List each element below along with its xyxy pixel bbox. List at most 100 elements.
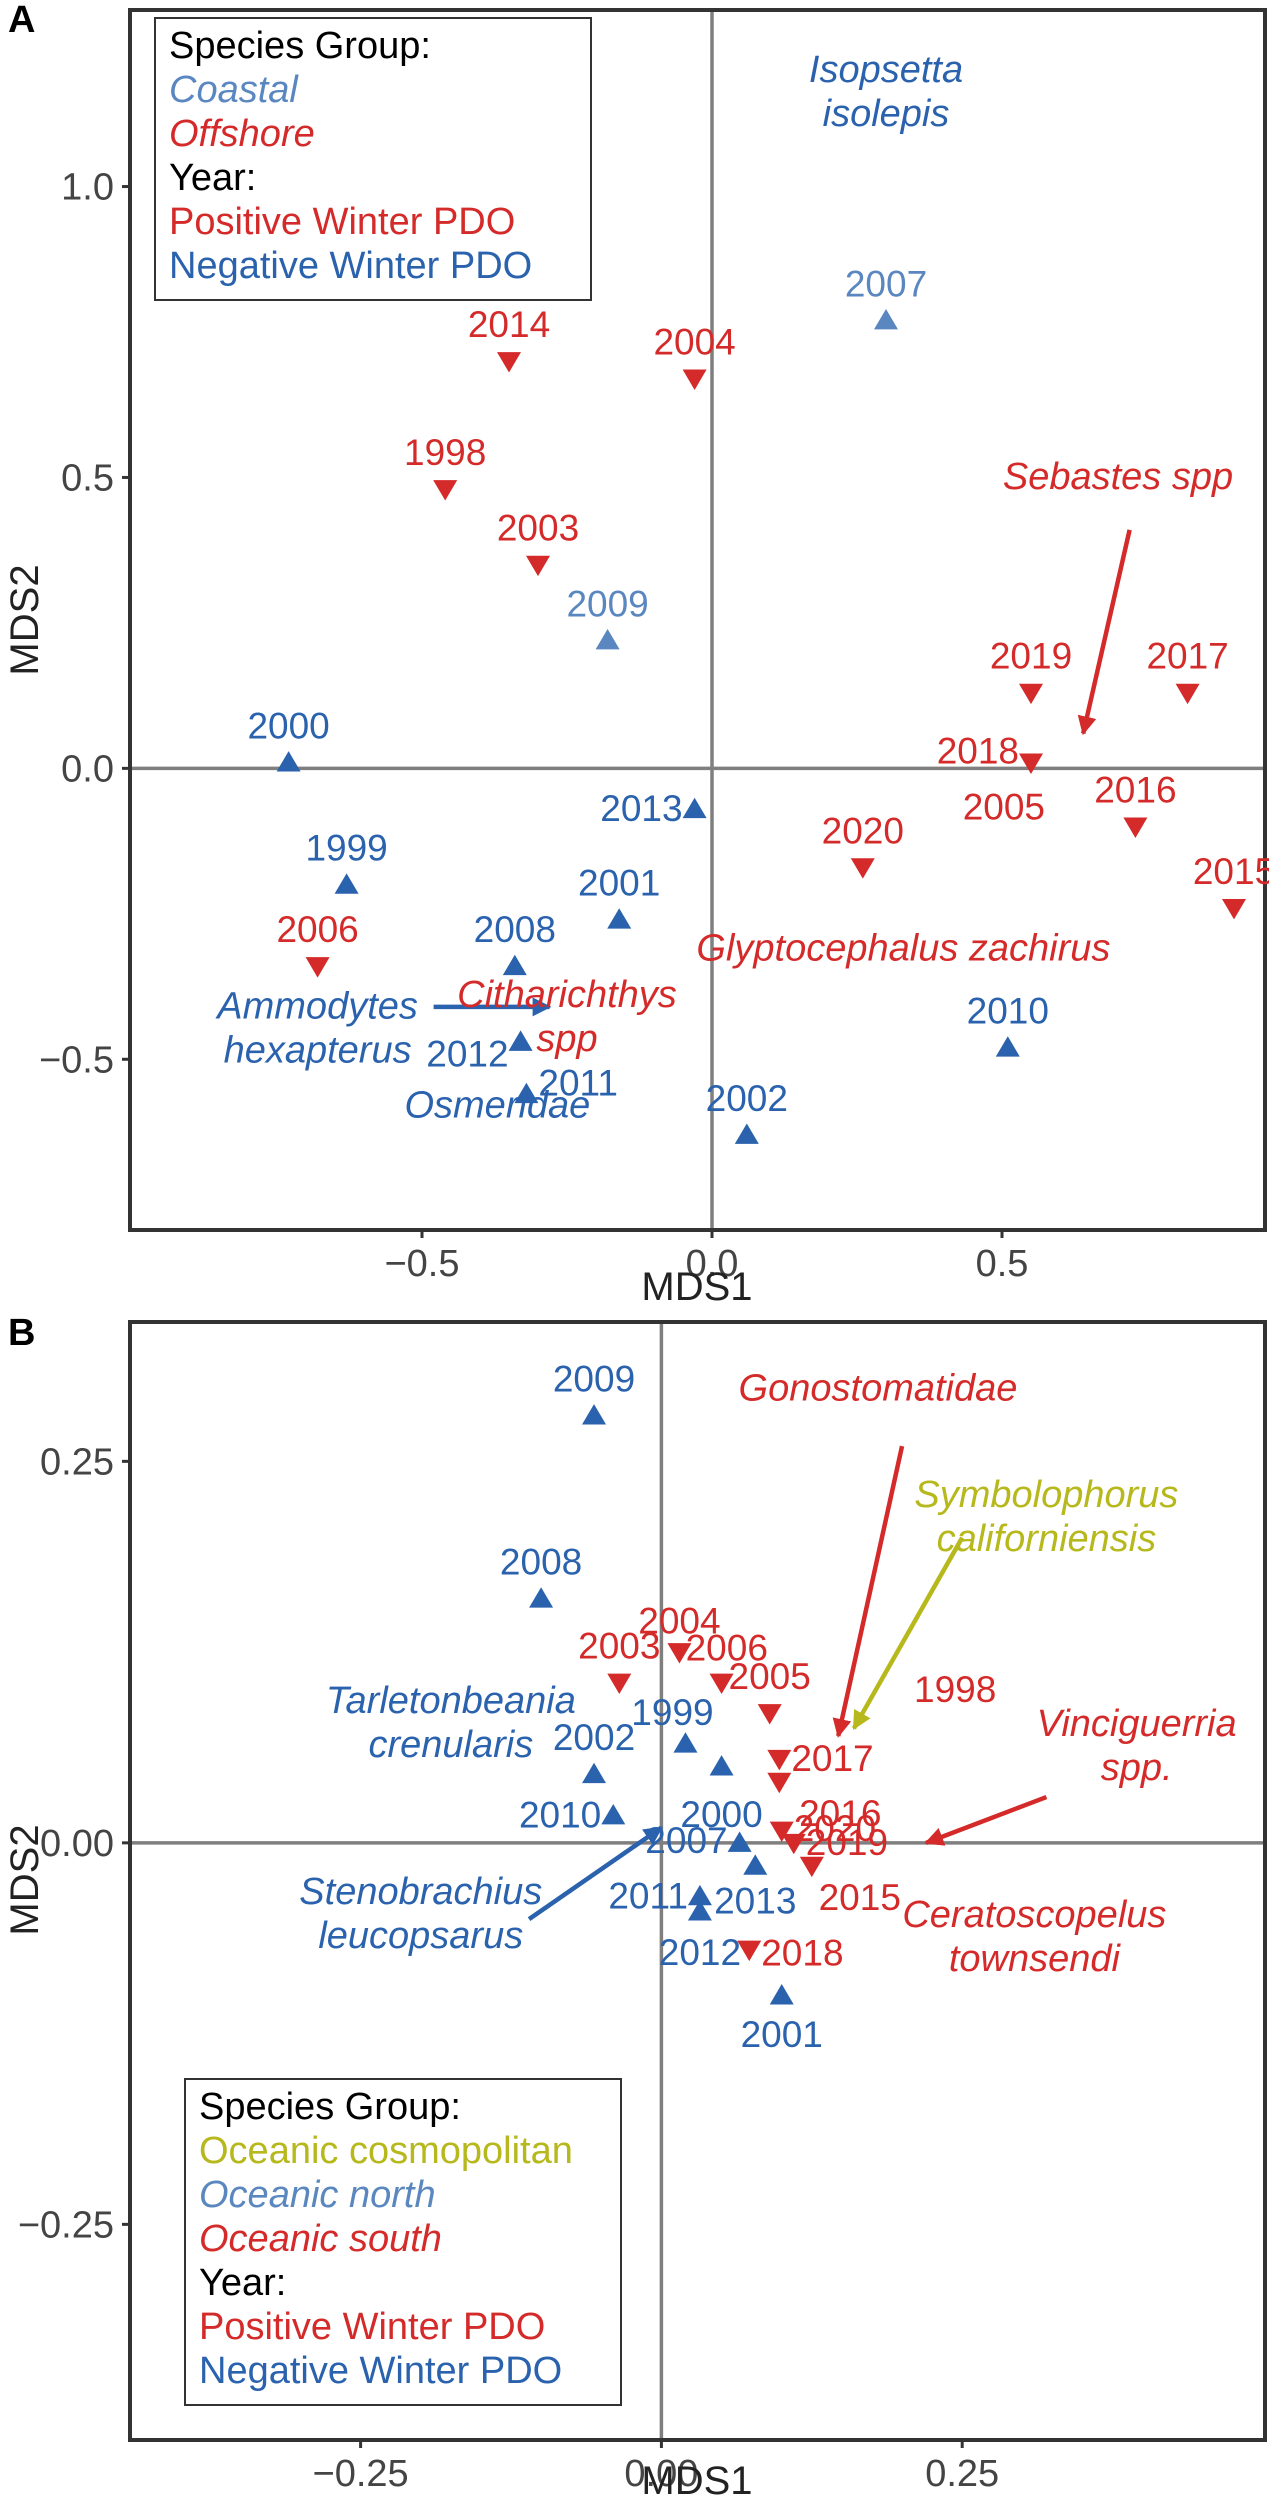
species-label-line: isolepis [823, 93, 950, 135]
year-marker-2009 [582, 1404, 607, 1425]
year-marker-2019 [1019, 683, 1043, 705]
year-label-2000: 2000 [247, 706, 329, 747]
legend-entry: Negative Winter PDO [199, 2350, 562, 2392]
species-vector-arrow [832, 1445, 905, 1738]
species-label-line: Sebastes spp [1003, 456, 1233, 498]
species-label-line: Ammodytes [215, 986, 418, 1028]
panel-b-x-ticks: −0.25 0.00 0.25 [313, 2438, 999, 2495]
year-marker-2011 [514, 1082, 539, 1104]
year-marker-2008 [502, 954, 527, 976]
panel-a-label: A [8, 0, 35, 41]
species-label: Citharichthys spp [457, 974, 677, 1060]
year-label-2020: 2020 [822, 810, 904, 851]
species-label: Osmeridae [404, 1084, 590, 1126]
year-marker-2003 [526, 555, 550, 577]
species-label-line: crenularis [368, 1724, 533, 1766]
year-marker-2015 [1222, 899, 1246, 920]
species-label: Sebastes spp [1003, 456, 1233, 498]
year-marker-2003 [607, 1673, 632, 1695]
year-marker-2015 [799, 1856, 824, 1878]
y-tick-label: 0.0 [61, 748, 114, 790]
species-label: Gonostomatidae [739, 1367, 1018, 1409]
species-label: Ceratoscopelus townsendi [902, 1894, 1166, 1980]
species-label-line: Symbolophorus [914, 1474, 1178, 1516]
year-label-2001: 2001 [578, 863, 660, 904]
year-marker-1999 [673, 1732, 698, 1753]
year-label-2015: 2015 [819, 1877, 901, 1918]
year-label-1999: 1999 [631, 1692, 713, 1733]
year-marker-2018 [737, 1940, 762, 1962]
year-marker-2020 [850, 858, 875, 879]
panel-a-frame [128, 8, 1267, 1232]
panel-b-species-labels: Gonostomatidae Symbolophorus californiensi… [299, 1367, 1236, 1979]
species-label-line: Osmeridae [404, 1084, 590, 1126]
panel-b-arrows [527, 1445, 1048, 1922]
year-label-2008: 2008 [500, 1542, 582, 1583]
x-tick-label: 0.25 [925, 2453, 999, 2495]
legend-entry: Offshore [169, 113, 315, 155]
species-label-line: Stenobrachius [299, 1871, 542, 1913]
y-tick-label: 0.5 [61, 457, 114, 499]
year-marker-2006 [709, 1673, 734, 1695]
panel-b-frame [128, 1320, 1267, 2442]
year-label-2005: 2005 [729, 1656, 811, 1697]
legend-entry: Positive Winter PDO [169, 201, 515, 243]
x-tick-label: −0.25 [313, 2453, 409, 2495]
year-marker-2019 [781, 1833, 806, 1855]
year-label-2000: 2000 [680, 1794, 762, 1835]
year-label-2006: 2006 [276, 909, 358, 950]
species-label-line: spp [536, 1018, 597, 1060]
panel-b-label: B [8, 1312, 35, 1354]
year-marker-2002 [734, 1123, 759, 1144]
year-label-2020: 2020 [794, 1808, 876, 1849]
year-label-2019: 2019 [990, 636, 1072, 677]
year-label-2010: 2010 [519, 1794, 601, 1835]
y-tick-label: −0.5 [39, 1039, 114, 1081]
year-label-1998: 1998 [914, 1669, 996, 1710]
species-label: Symbolophorus californiensis [914, 1474, 1178, 1560]
year-marker-2001 [607, 908, 632, 929]
panel-b-reference-lines [132, 1324, 1263, 2438]
panel-b-legend: Species Group:Oceanic cosmopolitanOceani… [184, 2078, 622, 2406]
year-label-2004: 2004 [653, 322, 735, 363]
year-marker-2005 [757, 1704, 782, 1725]
year-label-2004: 2004 [638, 1600, 720, 1641]
year-marker-2007 [874, 308, 898, 330]
year-marker-2002 [582, 1762, 607, 1784]
year-marker-2020 [769, 1821, 794, 1843]
year-label-2009: 2009 [566, 583, 648, 624]
year-marker-2008 [529, 1587, 554, 1608]
species-vector-arrow [527, 1825, 663, 1922]
legend-entry: Negative Winter PDO [169, 245, 532, 287]
year-marker-2006 [305, 957, 330, 978]
year-marker-1998 [433, 480, 458, 501]
year-label-2007: 2007 [845, 263, 927, 304]
year-marker-2010 [995, 1036, 1020, 1057]
species-vector-arrow [1077, 529, 1132, 736]
year-label-2018: 2018 [761, 1932, 843, 1973]
year-label-2019: 2019 [806, 1822, 888, 1863]
year-label-2002: 2002 [706, 1078, 788, 1119]
species-label: Tarletonbeania crenularis [326, 1680, 576, 1766]
panel-a-species-labels: Isopsetta isolepis Sebastes spp Glyptocepha… [215, 49, 1233, 1127]
year-marker-2000 [709, 1755, 734, 1776]
legend-box [184, 2078, 622, 2406]
x-tick-label: 0.0 [686, 1243, 739, 1285]
species-label-line: Gonostomatidae [739, 1367, 1018, 1409]
year-label-2011: 2011 [538, 1062, 618, 1103]
species-label-line: Ceratoscopelus [902, 1894, 1166, 1936]
legend-entry: Species Group: [169, 25, 431, 67]
year-label-2016: 2016 [1094, 770, 1176, 811]
legend-entry: Positive Winter PDO [199, 2306, 545, 2348]
species-vector-arrow [851, 1536, 965, 1731]
y-tick-label: 0.00 [40, 1823, 114, 1865]
species-label-line: Citharichthys [457, 974, 677, 1016]
species-label-line: leucopsarus [318, 1915, 523, 1957]
year-marker-2004 [682, 369, 707, 390]
panel-b-y-axis-label: MDS2 [3, 1824, 47, 1935]
legend-entry: Oceanic cosmopolitan [199, 2130, 573, 2172]
legend-entry: Species Group: [199, 2086, 461, 2128]
species-label: Isopsetta isolepis [809, 49, 963, 135]
